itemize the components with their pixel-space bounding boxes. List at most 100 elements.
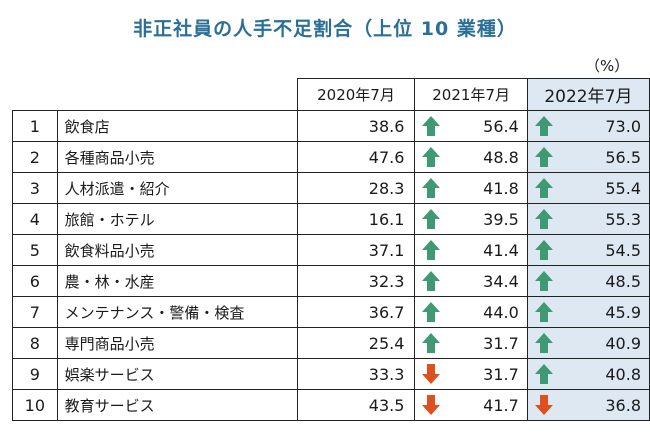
value-2022-cell: 40.9 bbox=[526, 327, 650, 359]
value-2021: 31.7 bbox=[483, 364, 519, 384]
industry-cell: 各種商品小売 bbox=[56, 141, 298, 173]
up-arrow-icon bbox=[422, 147, 441, 167]
table-row: 8 専門商品小売 25.4 31.7 40.9 bbox=[12, 327, 650, 359]
up-arrow-icon bbox=[534, 178, 553, 198]
table-row: 3 人材派遣・紹介 28.3 41.8 55.4 bbox=[12, 172, 650, 204]
value-2021-cell: 31.7 bbox=[414, 327, 528, 359]
value-2020-cell: 37.1 bbox=[296, 234, 416, 266]
value-2022: 55.4 bbox=[605, 178, 641, 198]
industry-cell: メンテナンス・警備・検査 bbox=[56, 296, 298, 328]
value-2022: 40.9 bbox=[605, 333, 641, 353]
up-arrow-icon bbox=[422, 271, 441, 291]
table-row: 6 農・林・水産 32.3 34.4 48.5 bbox=[12, 265, 650, 297]
value-2020-cell: 43.5 bbox=[296, 389, 416, 421]
value-2022-cell: 73.0 bbox=[526, 110, 650, 142]
value-2021: 39.5 bbox=[483, 209, 519, 229]
value-2021-cell: 31.7 bbox=[414, 358, 528, 390]
value-2021: 44.0 bbox=[483, 302, 519, 322]
value-2021: 41.7 bbox=[483, 395, 519, 415]
rank-cell: 6 bbox=[12, 265, 58, 297]
value-2022: 73.0 bbox=[605, 116, 641, 136]
industry-cell: 飲食店 bbox=[56, 110, 298, 142]
up-arrow-icon bbox=[534, 302, 553, 322]
up-arrow-icon bbox=[534, 333, 553, 353]
value-2021: 41.4 bbox=[483, 240, 519, 260]
shortage-table: 2020年7月 2021年7月 2022年7月 1 飲食店 38.6 56.4 73.0… bbox=[12, 78, 650, 421]
up-arrow-icon bbox=[534, 209, 553, 229]
up-arrow-icon bbox=[534, 116, 553, 136]
up-arrow-icon bbox=[534, 271, 553, 291]
value-2022-cell: 48.5 bbox=[526, 265, 650, 297]
value-2020-cell: 33.3 bbox=[296, 358, 416, 390]
industry-cell: 娯楽サービス bbox=[56, 358, 298, 390]
table-row: 7 メンテナンス・警備・検査 36.7 44.0 45.9 bbox=[12, 296, 650, 328]
up-arrow-icon bbox=[422, 209, 441, 229]
down-arrow-icon bbox=[422, 364, 441, 384]
value-2022-cell: 45.9 bbox=[526, 296, 650, 328]
value-2021-cell: 44.0 bbox=[414, 296, 528, 328]
header-2020: 2020年7月 bbox=[296, 78, 416, 111]
value-2021: 34.4 bbox=[483, 271, 519, 291]
value-2020-cell: 47.6 bbox=[296, 141, 416, 173]
header-row: 2020年7月 2021年7月 2022年7月 bbox=[12, 78, 650, 111]
industry-cell: 専門商品小売 bbox=[56, 327, 298, 359]
up-arrow-icon bbox=[534, 240, 553, 260]
rank-cell: 1 bbox=[12, 110, 58, 142]
value-2021-cell: 56.4 bbox=[414, 110, 528, 142]
value-2021: 41.8 bbox=[483, 178, 519, 198]
value-2022: 36.8 bbox=[605, 395, 641, 415]
value-2021: 56.4 bbox=[483, 116, 519, 136]
value-2022-cell: 55.4 bbox=[526, 172, 650, 204]
header-industry bbox=[57, 78, 298, 111]
value-2021-cell: 39.5 bbox=[414, 203, 528, 235]
value-2022-cell: 55.3 bbox=[526, 203, 650, 235]
value-2020-cell: 36.7 bbox=[296, 296, 416, 328]
value-2021: 48.8 bbox=[483, 147, 519, 167]
rank-cell: 4 bbox=[12, 203, 58, 235]
table-row: 5 飲食料品小売 37.1 41.4 54.5 bbox=[12, 234, 650, 266]
down-arrow-icon bbox=[422, 395, 441, 415]
up-arrow-icon bbox=[534, 364, 553, 384]
rank-cell: 9 bbox=[12, 358, 58, 390]
up-arrow-icon bbox=[422, 302, 441, 322]
unit-label: （%） bbox=[585, 57, 630, 75]
value-2021-cell: 34.4 bbox=[414, 265, 528, 297]
table-row: 2 各種商品小売 47.6 48.8 56.5 bbox=[12, 141, 650, 173]
up-arrow-icon bbox=[422, 333, 441, 353]
up-arrow-icon bbox=[422, 240, 441, 260]
value-2020-cell: 28.3 bbox=[296, 172, 416, 204]
table-body: 1 飲食店 38.6 56.4 73.0 2 各種商品小売 47.6 48.8 56.5 3 人材派遣… bbox=[12, 110, 650, 421]
industry-cell: 農・林・水産 bbox=[56, 265, 298, 297]
value-2020-cell: 32.3 bbox=[296, 265, 416, 297]
value-2020-cell: 38.6 bbox=[296, 110, 416, 142]
value-2021-cell: 41.7 bbox=[414, 389, 528, 421]
industry-cell: 旅館・ホテル bbox=[56, 203, 298, 235]
value-2021-cell: 41.4 bbox=[414, 234, 528, 266]
industry-cell: 飲食料品小売 bbox=[56, 234, 298, 266]
value-2022-cell: 56.5 bbox=[526, 141, 650, 173]
rank-cell: 3 bbox=[12, 172, 58, 204]
up-arrow-icon bbox=[534, 147, 553, 167]
up-arrow-icon bbox=[422, 116, 441, 136]
rank-cell: 10 bbox=[12, 389, 58, 421]
value-2021-cell: 48.8 bbox=[414, 141, 528, 173]
value-2022: 40.8 bbox=[605, 364, 641, 384]
rank-cell: 5 bbox=[12, 234, 58, 266]
header-2022: 2022年7月 bbox=[526, 78, 650, 111]
value-2022: 55.3 bbox=[605, 209, 641, 229]
value-2022-cell: 54.5 bbox=[526, 234, 650, 266]
industry-cell: 教育サービス bbox=[56, 389, 298, 421]
rank-cell: 7 bbox=[12, 296, 58, 328]
value-2022-cell: 36.8 bbox=[526, 389, 650, 421]
value-2022: 54.5 bbox=[605, 240, 641, 260]
rank-cell: 2 bbox=[12, 141, 58, 173]
header-rank bbox=[12, 78, 58, 111]
value-2021: 31.7 bbox=[483, 333, 519, 353]
chart-title: 非正社員の人手不足割合（上位 10 業種） bbox=[133, 18, 517, 40]
table-row: 1 飲食店 38.6 56.4 73.0 bbox=[12, 110, 650, 142]
table-row: 10 教育サービス 43.5 41.7 36.8 bbox=[12, 389, 650, 421]
value-2020-cell: 16.1 bbox=[296, 203, 416, 235]
value-2022: 45.9 bbox=[605, 302, 641, 322]
value-2022: 56.5 bbox=[605, 147, 641, 167]
header-2021: 2021年7月 bbox=[414, 78, 528, 111]
